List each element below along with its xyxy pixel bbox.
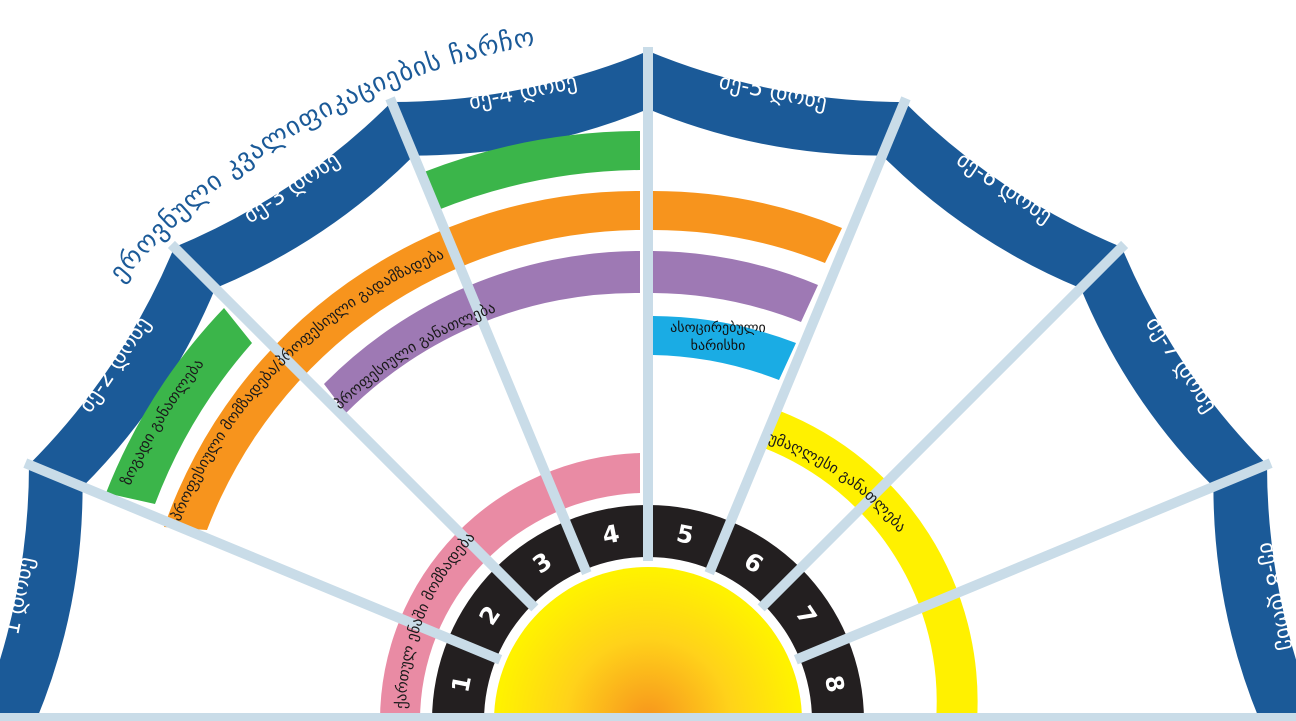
vocational-education-band-right: [653, 251, 818, 322]
level-number-5: 5: [674, 519, 696, 550]
level-segment-5: [648, 51, 905, 156]
level-segment-8: [1213, 464, 1296, 721]
general-education-band-top: [424, 131, 640, 210]
divider-1: [23, 458, 503, 665]
level-segment-6: [882, 102, 1122, 289]
georgian-language-band: [379, 453, 640, 721]
associate-degree-label-line1: ასოცირებული: [670, 319, 766, 336]
divider-5: [704, 96, 911, 576]
vocational-training-band-right: [653, 190, 842, 263]
number-ring-shape: [432, 505, 864, 721]
level-segment-7: [1080, 247, 1267, 487]
vocational-training-band-left: [164, 190, 640, 530]
level-segment-2: [29, 247, 216, 487]
higher-education-band: [764, 411, 978, 721]
divider-3: [385, 96, 592, 576]
divider-7: [793, 458, 1273, 665]
divider-2: [167, 240, 539, 612]
sun-center: [494, 567, 802, 721]
number-ring: [432, 505, 864, 721]
level-segment-3: [174, 102, 414, 289]
level-segment-4: [391, 51, 648, 156]
outer-level-ring: [0, 51, 1296, 721]
associate-degree-label-line2: ხარისხი: [691, 337, 746, 354]
vocational-education-band-left: [324, 251, 640, 413]
segment-dividers: [23, 47, 1273, 665]
level-segment-1: [0, 464, 83, 721]
baseline-bar: [0, 713, 1296, 721]
general-education-band: [106, 308, 252, 504]
level-number-4: 4: [600, 519, 622, 550]
level-number-1: 1: [446, 673, 477, 695]
associate-degree-band: [653, 316, 796, 380]
education-bands: [106, 131, 978, 721]
divider-6: [757, 240, 1129, 612]
level-number-8: 8: [819, 673, 850, 695]
